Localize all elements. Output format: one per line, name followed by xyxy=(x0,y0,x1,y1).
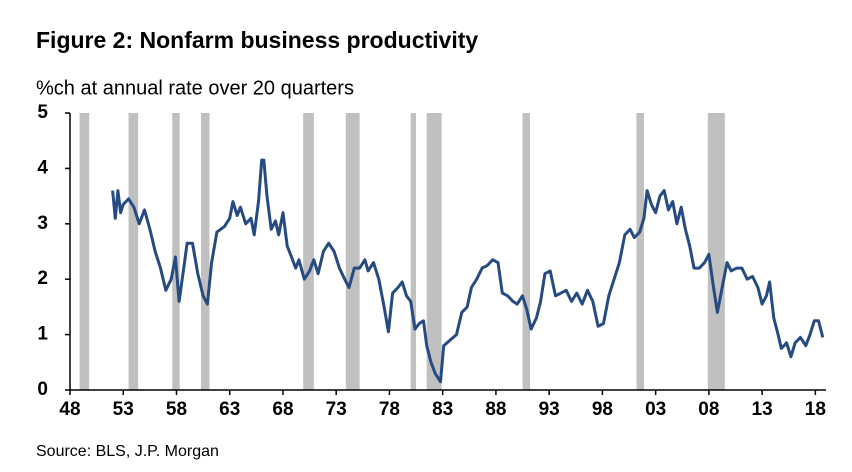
recession-band xyxy=(79,113,90,390)
recession-band xyxy=(636,113,644,390)
x-tick-label: 03 xyxy=(645,399,666,420)
x-tick-label: 68 xyxy=(272,399,293,420)
x-tick-label: 78 xyxy=(379,399,400,420)
x-tick-label: 53 xyxy=(113,399,134,420)
x-tick-label: 73 xyxy=(326,399,347,420)
y-tick-label: 0 xyxy=(37,379,48,400)
y-tick-label: 1 xyxy=(37,324,48,345)
x-tick-label: 48 xyxy=(59,399,80,420)
y-tick-label: 2 xyxy=(37,268,48,289)
y-tick-label: 4 xyxy=(37,157,48,178)
x-tick-label: 93 xyxy=(539,399,560,420)
x-tick-label: 88 xyxy=(485,399,506,420)
recession-band xyxy=(345,113,360,390)
x-tick-label: 63 xyxy=(219,399,240,420)
chart-title: Figure 2: Nonfarm business productivity xyxy=(36,27,478,53)
source-note: Source: BLS, J.P. Morgan xyxy=(36,443,219,460)
x-tick-label: 83 xyxy=(432,399,453,420)
recession-band xyxy=(172,113,180,390)
recession-band xyxy=(522,113,530,390)
recession-band xyxy=(128,113,139,390)
recession-band xyxy=(200,113,210,390)
x-tick-label: 58 xyxy=(166,399,187,420)
recession-band xyxy=(303,113,314,390)
y-tick-label: 3 xyxy=(37,213,48,234)
line-series xyxy=(111,158,825,384)
chart-subtitle: %ch at annual rate over 20 quarters xyxy=(36,77,354,99)
x-tick-label: 08 xyxy=(698,399,719,420)
x-tick-label: 18 xyxy=(805,399,826,420)
x-tick-label: 13 xyxy=(752,399,773,420)
recession-band xyxy=(707,113,725,390)
recession-band xyxy=(410,113,417,390)
y-tick-label: 5 xyxy=(37,102,48,123)
x-tick-label: 98 xyxy=(592,399,613,420)
recession-band xyxy=(426,113,442,390)
